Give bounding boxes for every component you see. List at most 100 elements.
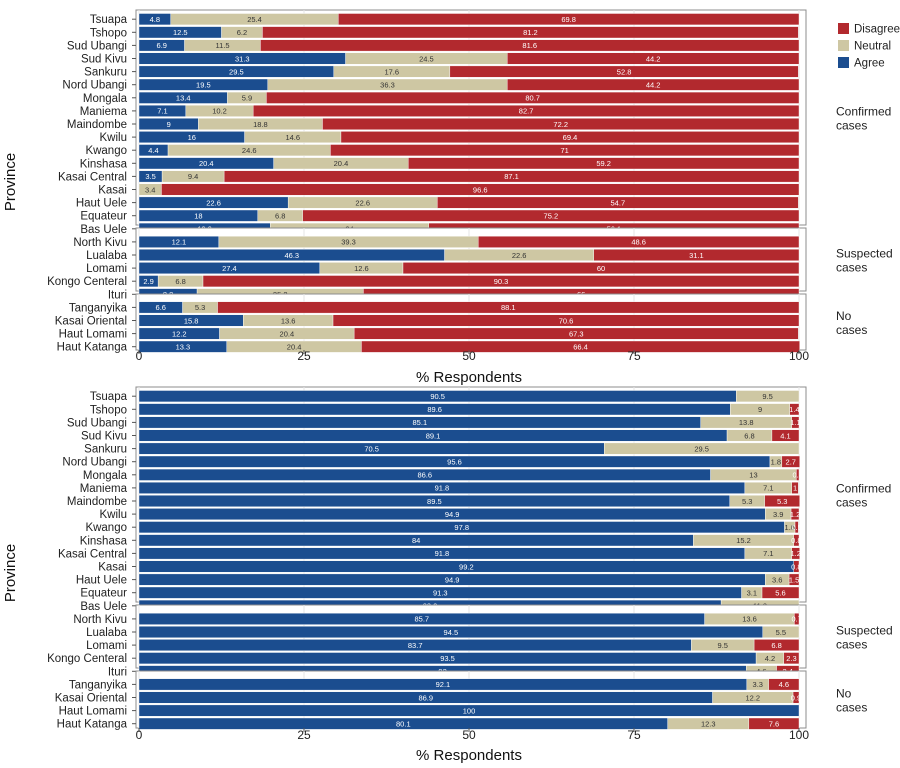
data-label-neutral: 3.9: [773, 510, 783, 519]
data-label-agree: 4.8: [150, 15, 160, 24]
data-label-disagree: 87.1: [504, 172, 519, 181]
province-label: Ituri: [108, 666, 127, 678]
data-label-disagree: 81.2: [523, 28, 538, 37]
data-label-agree: 92.1: [436, 680, 451, 689]
data-label-disagree: 82.7: [519, 107, 534, 116]
province-label: Kasai Oriental: [55, 693, 127, 705]
data-label-agree: 3.5: [145, 172, 155, 181]
bar-disagree: [791, 416, 800, 429]
data-label-neutral: 22.6: [512, 251, 527, 260]
bar-disagree: [330, 144, 800, 157]
data-label-disagree: 0.9: [791, 693, 801, 702]
data-label-agree: 93.5: [440, 654, 455, 663]
data-label-neutral: 22.6: [355, 198, 370, 207]
data-label-neutral: 12.2: [745, 693, 760, 702]
data-label-disagree: 6.8: [771, 641, 781, 650]
data-label-neutral: 9.4: [188, 172, 198, 181]
data-label-agree: 99.2: [459, 562, 474, 571]
province-label: Tsuapa: [90, 14, 128, 26]
data-label-neutral: 3.1: [747, 589, 757, 598]
bar-disagree: [796, 468, 800, 481]
province-label: Maindombe: [67, 119, 127, 131]
province-label: Haut Uele: [76, 575, 127, 587]
province-label: Kongo Centeral: [47, 653, 127, 665]
province-label: Kwilu: [100, 509, 127, 521]
x-axis-title: % Respondents: [416, 747, 522, 764]
bar-disagree: [338, 13, 800, 26]
data-label-neutral: 6.8: [175, 277, 185, 286]
data-label-agree: 7.1: [157, 107, 167, 116]
bar-disagree: [791, 482, 799, 494]
bar-disagree: [361, 340, 800, 353]
province-label: North Kivu: [73, 614, 127, 626]
bar-disagree: [794, 521, 799, 534]
data-label-neutral: 10.2: [212, 107, 227, 116]
bar-disagree: [332, 314, 800, 327]
x-tick-label: 25: [297, 728, 311, 742]
data-label-disagree: 69.4: [563, 133, 578, 142]
data-label-disagree: 1: [793, 484, 797, 493]
bar-neutral: [604, 442, 800, 455]
data-label-neutral: 13.6: [281, 316, 296, 325]
data-label-agree: 22.6: [206, 198, 221, 207]
bar-disagree: [260, 39, 800, 52]
data-label-neutral: 14.6: [285, 133, 300, 142]
data-label-agree: 15.8: [184, 316, 199, 325]
province-label: Kwango: [85, 145, 127, 157]
y-axis-title: Province: [2, 153, 19, 211]
data-label-agree: 97.8: [454, 523, 469, 532]
legend-swatch: [838, 40, 849, 51]
data-label-agree: 86.6: [417, 471, 432, 480]
data-label-agree: 89.6: [427, 405, 442, 414]
province-label: Nord Ubangi: [62, 80, 127, 92]
bar-disagree: [353, 327, 799, 340]
data-label-disagree: 81.6: [522, 41, 537, 50]
province-label: Tanganyika: [69, 679, 128, 691]
data-label-neutral: 6.8: [275, 212, 285, 221]
data-label-disagree: 5.6: [775, 589, 785, 598]
facet-label: Suspected cases: [836, 624, 893, 652]
data-label-neutral: 3.3: [753, 680, 763, 689]
data-label-disagree: 70.6: [559, 316, 574, 325]
data-label-agree: 94.9: [445, 575, 460, 584]
bar-disagree: [791, 547, 800, 560]
data-label-neutral: 1.8: [771, 458, 781, 467]
legend-swatch: [838, 57, 849, 68]
province-label: Kwilu: [100, 132, 127, 144]
y-axis-title: Province: [2, 544, 19, 602]
data-label-neutral: 13.6: [742, 615, 757, 624]
province-label: Nord Ubangi: [62, 457, 127, 469]
province-label: Kongo Centeral: [47, 276, 127, 288]
facet-label: No cases: [836, 687, 867, 715]
province-label: Mongala: [83, 93, 128, 105]
province-label: Ituri: [108, 289, 127, 301]
province-label: North Kivu: [73, 237, 127, 249]
data-label-disagree: 59.2: [596, 159, 611, 168]
data-label-neutral: 5.9: [242, 94, 252, 103]
bar-disagree: [753, 639, 800, 652]
data-label-agree: 83.7: [408, 641, 423, 650]
data-label-agree: 2.9: [143, 277, 153, 286]
facet-label: Confirmed cases: [836, 105, 891, 133]
data-label-agree: 46.3: [284, 251, 299, 260]
legend-label: Neutral: [854, 41, 891, 53]
data-label-agree: 90.5: [430, 392, 445, 401]
bar-disagree: [266, 91, 800, 104]
province-label: Kasai: [98, 562, 127, 574]
data-label-neutral: 7.1: [763, 549, 773, 558]
data-label-agree: 86.9: [418, 693, 433, 702]
province-label: Kinshasa: [80, 158, 128, 170]
province-label: Kinshasa: [80, 535, 128, 547]
data-label-neutral: 20.4: [280, 329, 295, 338]
data-label-neutral: 1.6: [785, 523, 795, 532]
province-label: Sud Kivu: [81, 54, 127, 66]
province-label: Lualaba: [86, 250, 128, 262]
province-label: Sankuru: [84, 67, 127, 79]
data-label-disagree: 66.4: [573, 343, 588, 352]
bar-disagree: [302, 209, 800, 222]
data-label-neutral: 9: [758, 405, 762, 414]
facet-label: No cases: [836, 309, 867, 337]
chart-top: Confirmed cases Tsuapa 4.8 25.4 69.8 Tshopo 12.…: [2, 9, 893, 386]
data-label-agree: 19.5: [196, 81, 211, 90]
data-label-disagree: 4.1: [780, 431, 790, 440]
